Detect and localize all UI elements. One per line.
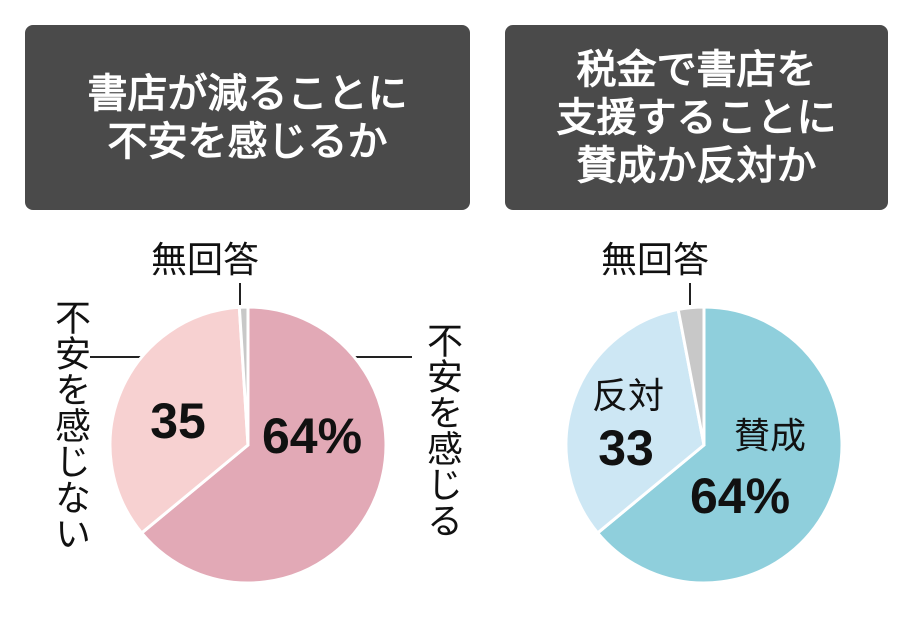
pie-slice <box>595 305 844 585</box>
pie-slice <box>676 305 706 446</box>
category-label: 無回答 <box>601 240 709 281</box>
value-label: 64% <box>262 408 362 464</box>
pie-slice <box>108 305 250 536</box>
value-label: 64% <box>690 468 790 524</box>
pie-slice <box>139 305 388 585</box>
category-label: 無回答 <box>151 240 259 281</box>
pie-slice <box>564 307 706 536</box>
category-label: 賛成 <box>734 416 806 457</box>
value-label: 35 <box>150 393 206 449</box>
pie-slice <box>237 305 250 446</box>
category-label: 不安を感じる <box>421 322 462 538</box>
chart-title: 書店が減ることに 不安を感じるか <box>25 25 470 210</box>
category-label: 不安を感じない <box>49 299 90 551</box>
category-label: 反対 <box>592 376 664 417</box>
value-label: 33 <box>598 420 654 476</box>
chart-title: 税金で書店を 支援することに 賛成か反対か <box>505 25 888 210</box>
